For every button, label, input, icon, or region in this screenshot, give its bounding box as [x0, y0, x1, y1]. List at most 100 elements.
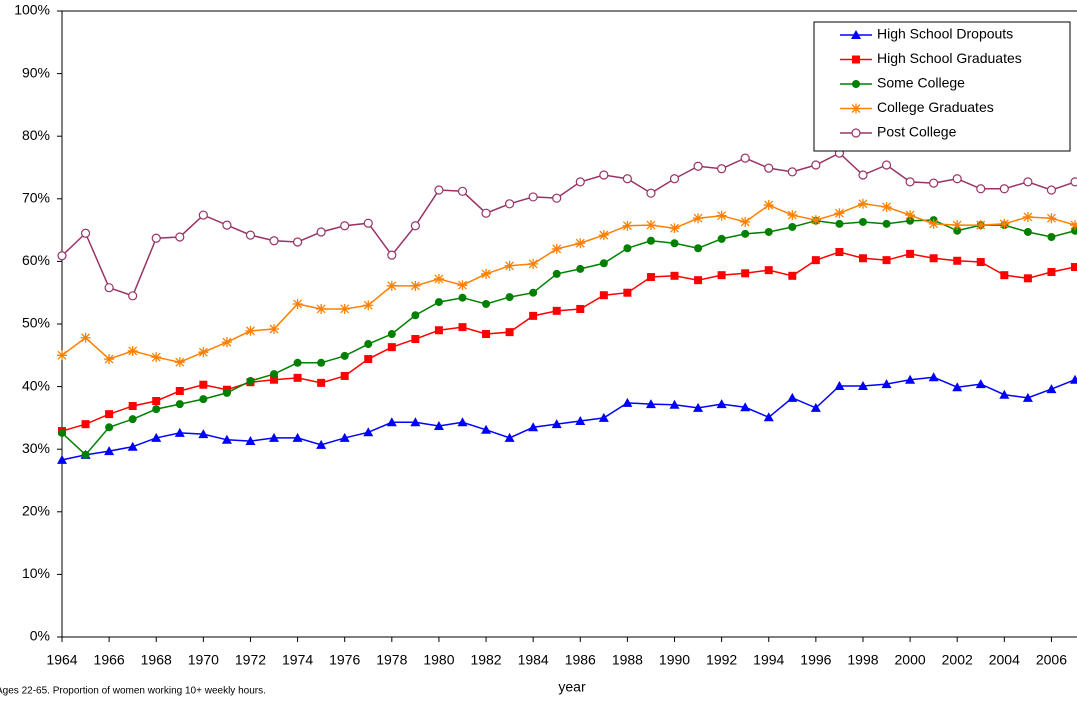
x-tick-label: 1992 [706, 652, 737, 668]
marker [787, 392, 798, 402]
marker [458, 293, 467, 302]
marker [669, 399, 680, 409]
marker [127, 345, 138, 356]
marker [623, 288, 632, 297]
marker [976, 258, 985, 267]
marker [387, 250, 397, 260]
marker [929, 254, 938, 263]
marker [976, 184, 986, 194]
marker [127, 441, 138, 451]
legend-label: High School Dropouts [877, 26, 1013, 42]
marker [221, 434, 232, 444]
marker [81, 420, 90, 429]
marker [575, 238, 586, 249]
marker [221, 337, 232, 348]
legend-entry: High School Dropouts [840, 26, 1013, 42]
marker [316, 303, 327, 314]
marker [222, 220, 232, 230]
marker [364, 340, 373, 349]
marker [741, 229, 750, 238]
marker [1070, 177, 1077, 187]
marker [174, 357, 185, 368]
marker [457, 417, 468, 427]
marker [1022, 211, 1033, 222]
marker [458, 323, 467, 332]
y-tick-label: 40% [22, 377, 50, 393]
marker [151, 352, 162, 363]
marker [1000, 271, 1009, 280]
marker [293, 373, 302, 382]
marker [1046, 384, 1057, 394]
marker [693, 161, 703, 171]
marker [152, 396, 161, 405]
x-tick-label: 1990 [659, 652, 690, 668]
x-tick-label: 2004 [989, 652, 1020, 668]
marker [858, 217, 867, 226]
marker [623, 244, 632, 253]
x-tick-label: 1976 [329, 652, 360, 668]
x-tick-label: 1974 [282, 652, 313, 668]
marker [857, 380, 868, 390]
marker [1022, 392, 1033, 402]
marker [317, 378, 326, 387]
marker [646, 188, 656, 198]
x-tick-label: 1984 [518, 652, 549, 668]
legend-label: Post College [877, 124, 957, 140]
marker [411, 311, 420, 320]
marker [622, 220, 633, 231]
marker [293, 358, 302, 367]
marker [717, 271, 726, 280]
marker [128, 291, 138, 301]
series-line [61, 203, 1076, 363]
y-tick-label: 100% [14, 2, 50, 18]
marker [174, 427, 185, 437]
marker [482, 330, 491, 339]
marker [1070, 220, 1077, 231]
marker [270, 375, 279, 384]
marker [929, 178, 939, 188]
marker [1071, 263, 1077, 272]
x-tick-label: 1970 [188, 652, 219, 668]
marker [906, 216, 915, 225]
marker [599, 259, 608, 268]
series-line [61, 251, 1076, 432]
marker [740, 402, 751, 412]
marker [364, 355, 373, 364]
marker [339, 432, 350, 442]
x-tick-label: 2002 [942, 652, 973, 668]
marker [787, 210, 798, 221]
marker [645, 220, 656, 231]
marker [270, 370, 279, 379]
marker [482, 299, 491, 308]
marker [576, 304, 585, 313]
marker [386, 417, 397, 427]
series-line [61, 376, 1076, 461]
marker [528, 258, 539, 269]
marker [881, 201, 892, 212]
marker [340, 351, 349, 360]
marker [953, 226, 962, 235]
marker [764, 266, 773, 275]
marker [787, 167, 797, 177]
y-tick-label: 80% [22, 127, 50, 143]
marker [810, 215, 821, 226]
marker [222, 388, 231, 397]
marker [740, 216, 751, 227]
x-axis-label: year [558, 679, 586, 695]
marker [598, 230, 609, 241]
marker [551, 243, 562, 254]
marker [763, 200, 774, 211]
marker [952, 220, 963, 231]
marker [505, 293, 514, 302]
marker [1023, 177, 1033, 187]
marker [80, 228, 91, 238]
marker [575, 416, 586, 426]
marker [622, 174, 632, 184]
marker [551, 419, 562, 429]
marker [882, 219, 891, 228]
marker [905, 210, 916, 221]
marker [245, 325, 256, 336]
marker [57, 454, 67, 464]
y-tick-label: 0% [30, 628, 50, 644]
